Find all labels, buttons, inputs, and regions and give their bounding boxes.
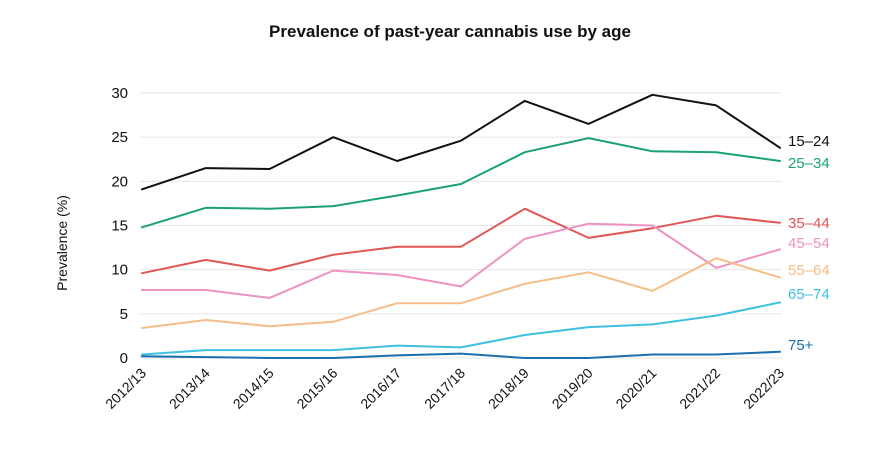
x-tick-label: 2015/16 [293,365,340,412]
series-line [141,137,781,229]
y-tick-label: 15 [111,218,128,235]
x-tick-label: 2019/20 [549,365,596,412]
x-tick-label: 2017/18 [421,365,468,412]
x-axis-ticks: 2012/13 2013/14 2014/15 2015/16 2016/17 2017/… [102,365,787,412]
series-label: 35–44 [788,215,830,232]
chart-title: Prevalence of past-year cannabis use by … [269,22,631,41]
series-label: 25–34 [788,155,830,172]
series-line [141,222,781,299]
y-tick-label: 25 [111,129,128,146]
y-tick-label: 5 [120,306,128,323]
series-labels: 15–24 25–34 35–44 45–54 55–64 65–74 75+ [788,133,830,354]
x-tick-label: 2016/17 [357,365,404,412]
x-tick-label: 2012/13 [102,365,149,412]
x-tick-label: 2021/22 [676,365,723,412]
series-line [141,207,781,275]
series-label: 15–24 [788,133,830,150]
y-axis-ticks: 0 5 10 15 20 25 30 [111,85,128,367]
y-tick-label: 10 [111,262,128,279]
y-tick-label: 20 [111,173,128,190]
series-label: 65–74 [788,286,830,303]
series-line [141,350,781,359]
x-tick-label: 2018/19 [485,365,532,412]
series-line [141,257,781,329]
y-axis-label: Prevalence (%) [54,195,70,291]
x-tick-label: 2014/15 [230,365,277,412]
series-lines [141,93,781,359]
gridlines [140,92,782,359]
y-tick-label: 30 [111,85,128,102]
x-tick-label: 2022/23 [740,365,787,412]
series-label: 45–54 [788,235,830,252]
series-line [141,301,781,356]
x-tick-label: 2013/14 [166,365,213,412]
series-label: 55–64 [788,262,830,279]
series-line [141,93,781,191]
x-tick-label: 2020/21 [612,365,659,412]
series-label: 75+ [788,337,814,354]
y-tick-label: 0 [120,350,128,367]
